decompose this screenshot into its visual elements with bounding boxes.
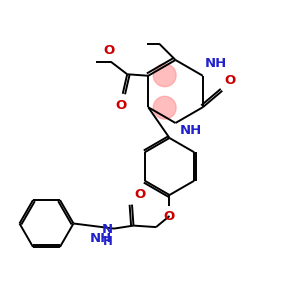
Text: O: O [103, 44, 115, 57]
Text: NH: NH [89, 232, 112, 245]
Circle shape [153, 64, 176, 87]
Circle shape [153, 96, 176, 119]
Text: NH: NH [180, 124, 202, 137]
Text: O: O [164, 210, 175, 223]
Text: N: N [101, 223, 112, 236]
Text: O: O [116, 99, 127, 112]
Text: O: O [225, 74, 236, 87]
Text: O: O [134, 188, 146, 201]
Text: H: H [103, 235, 112, 248]
Text: NH: NH [204, 57, 226, 70]
